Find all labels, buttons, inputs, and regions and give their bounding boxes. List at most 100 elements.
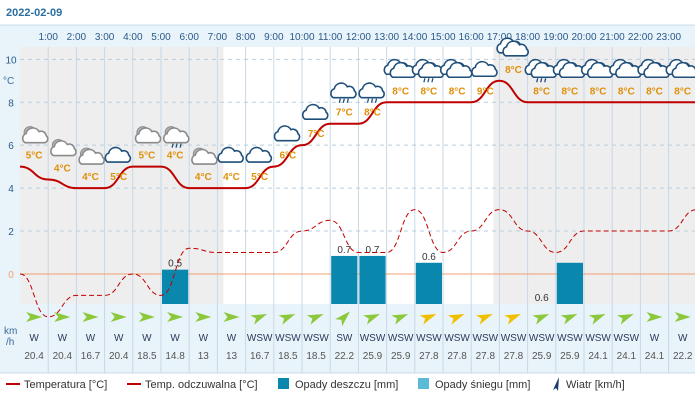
cloud-rain-icon — [330, 82, 357, 103]
night-rain-icon — [162, 126, 190, 148]
hour-label: 3:00 — [95, 32, 115, 43]
legend-feels-like-label: Temp. odczuwalna [°C] — [145, 379, 258, 391]
wind-arrow-icon — [532, 314, 550, 325]
rain-drop — [338, 98, 341, 103]
hour-label: 17:00 — [487, 32, 512, 43]
wind-direction-label: W — [29, 333, 39, 344]
cloud-shape — [162, 127, 190, 144]
cloud-shape — [78, 148, 105, 165]
hour-label: 20:00 — [571, 32, 596, 43]
wind-arrow-shape — [223, 312, 240, 322]
wind-speed-label: 27.8 — [476, 351, 496, 362]
wind-arrow-shape — [476, 314, 493, 325]
cloud-shape — [134, 127, 162, 144]
wind-arrow-shape — [54, 312, 71, 322]
cloud-shape — [502, 40, 529, 57]
legend-wind-label: Wiatr [km/h] — [566, 379, 625, 391]
wind-speed-label: 24.1 — [617, 351, 637, 362]
y-tick-label: 4 — [8, 184, 14, 195]
temperature-label: 4°C — [195, 172, 212, 183]
cloud-shape — [471, 60, 498, 78]
wind-arrow-shape — [447, 314, 465, 325]
wind-speed-label: 16.7 — [81, 351, 101, 362]
wind-arrow-icon — [391, 314, 409, 325]
y-tick-label: 2 — [8, 227, 14, 238]
wind-direction-label: W — [678, 333, 688, 344]
hour-label: 15:00 — [430, 32, 455, 43]
weather-icons: 5°C 4°C 4°C 5°C 5°C 4°C 4°C 4°C 5°C 6°C 7°C 7°C 8°C 8… — [21, 37, 695, 183]
cloud-icon — [273, 125, 301, 142]
wind-direction-label: W — [114, 333, 124, 344]
rain-drop — [346, 98, 349, 103]
hour-label: 4:00 — [123, 32, 143, 43]
wind-arrow-icon — [195, 312, 212, 322]
cloud-shape — [245, 146, 273, 163]
hour-label: 11:00 — [318, 32, 343, 43]
hour-label: 8:00 — [236, 32, 256, 43]
hour-label: 22:00 — [628, 32, 653, 43]
temperature-label: 8°C — [392, 86, 409, 97]
overcast-icon — [439, 58, 473, 79]
cloud-icon — [104, 146, 132, 163]
temperature-label: 7°C — [336, 108, 353, 119]
temperature-label: 8°C — [618, 86, 635, 97]
wind-arrow-shape — [335, 311, 350, 327]
rain-drop — [544, 78, 547, 83]
rain-drop — [423, 78, 426, 83]
wind-direction-label: WSW — [529, 333, 555, 344]
wind-speed-label: 25.9 — [560, 351, 580, 362]
overcast-icon — [496, 37, 529, 57]
y-axis-unit: °C — [3, 76, 14, 87]
wind-direction-label: WSW — [473, 333, 499, 344]
legend-temperature-label: Temperatura [°C] — [24, 379, 107, 391]
wind-speed-label: 24.1 — [645, 351, 665, 362]
cloud-shape — [671, 61, 695, 79]
hour-label: 23:00 — [656, 32, 681, 43]
overcast-icon — [609, 58, 642, 79]
cloud-shape — [301, 103, 329, 120]
wind-arrow-shape — [504, 314, 521, 325]
cloud-shape — [273, 125, 301, 142]
rain-bars: 0.5 0.7 0.7 0.6 0.6 — [162, 245, 583, 304]
temperature-label: 5°C — [139, 151, 156, 162]
wind-unit-line1: km — [4, 326, 17, 337]
hour-axis: 1:00 2:00 3:00 4:00 5:00 6:00 7:00 8:00 9:00 10:0… — [38, 32, 681, 43]
wind-arrow-icon — [504, 314, 521, 325]
night-cloudy-icon — [21, 126, 49, 144]
wind-speed-label: 18.5 — [306, 351, 326, 362]
wind-direction-label: WSW — [360, 333, 386, 344]
hour-label: 2:00 — [67, 32, 87, 43]
night-cloudy-icon — [134, 126, 162, 144]
hour-label: 6:00 — [179, 32, 199, 43]
wind-arrow-icon — [646, 312, 663, 322]
cloud-icon — [301, 103, 329, 120]
rain-bar — [331, 255, 358, 304]
wind-speed-label: 27.8 — [447, 351, 467, 362]
wind-direction-label: WSW — [557, 333, 583, 344]
wind-arrow-shape — [674, 312, 691, 322]
wind-arrow-icon — [588, 314, 606, 325]
wind-direction-label: W — [142, 333, 152, 344]
cloud-shape — [191, 148, 218, 165]
hour-label: 7:00 — [208, 32, 228, 43]
wind-direction-label: W — [58, 333, 68, 344]
wind-direction-label: WSW — [275, 333, 301, 344]
hour-label: 1:00 — [38, 32, 58, 43]
rain-bar-label: 0.7 — [366, 245, 380, 256]
hour-label: 13:00 — [374, 32, 399, 43]
wind-arrow-icon — [674, 312, 691, 322]
wind-arrow-icon — [560, 314, 578, 325]
wind-arrow-icon — [447, 314, 465, 325]
temperature-label: 6°C — [280, 151, 297, 162]
wind-arrow-shape — [588, 314, 606, 325]
temperature-label: 5°C — [110, 172, 127, 183]
wind-arrow-shape — [306, 314, 324, 325]
rain-drop — [179, 143, 182, 148]
legend-snow-label: Opady śniegu [mm] — [435, 379, 530, 391]
wind-direction-label: WSW — [247, 333, 273, 344]
wind-arrow-shape — [278, 314, 296, 325]
rain-bar — [556, 262, 583, 304]
legend-rain-label: Opady deszczu [mm] — [295, 379, 398, 391]
wind-arrow-shape — [363, 314, 380, 325]
rain-bar — [415, 262, 442, 304]
